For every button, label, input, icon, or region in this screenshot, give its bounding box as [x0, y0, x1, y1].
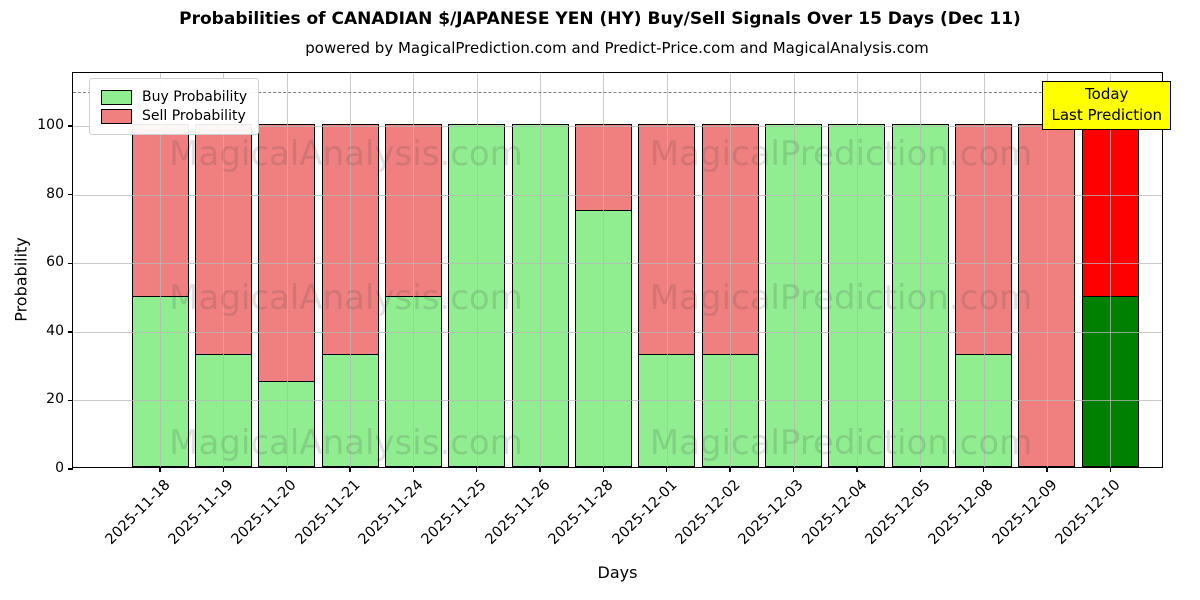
grid-line-vertical [223, 73, 225, 467]
y-axis-label: Probability [11, 237, 31, 322]
plot-area: Buy Probability Sell Probability Today L… [37, 72, 1171, 548]
x-tick-label: 2025-11-18 [102, 477, 174, 548]
watermark-text: MagicalPrediction.com [649, 134, 1033, 174]
x-tick-label: 2025-11-20 [229, 477, 301, 548]
y-tick-label: 100 [37, 117, 64, 134]
x-tick-label: 2025-11-21 [292, 477, 364, 548]
y-tick-mark [68, 262, 73, 264]
grid-line-vertical [920, 73, 922, 467]
grid-line-vertical [1046, 73, 1048, 467]
x-tick-mark [919, 467, 921, 472]
threshold-dashed-line [73, 91, 1162, 93]
x-tick-mark [982, 467, 985, 472]
x-tick-mark [729, 467, 731, 472]
legend-item-buy: Buy Probability [101, 89, 247, 105]
buy-swatch-icon [101, 89, 132, 105]
x-tick-mark [159, 467, 161, 472]
grid-line-vertical [413, 73, 415, 467]
legend: Buy Probability Sell Probability [89, 78, 260, 135]
y-tick-mark [68, 468, 73, 470]
watermark-text: MagicalAnalysis.com [169, 278, 523, 318]
grid-line-vertical [666, 73, 668, 467]
grid-line-horizontal [73, 331, 1162, 333]
x-tick-label: 2025-12-09 [989, 477, 1061, 548]
grid-line-vertical [983, 73, 985, 467]
x-tick-mark [792, 467, 795, 472]
chart-title: Probabilities of CANADIAN $/JAPANESE YEN… [179, 9, 1021, 29]
grid-line-vertical [540, 73, 542, 467]
y-tick-label: 80 [46, 185, 64, 202]
x-tick-label: 2025-11-25 [419, 477, 491, 548]
x-tick-label: 2025-12-01 [609, 477, 681, 548]
x-tick-mark [286, 467, 288, 472]
annotation-line1: Today [1085, 85, 1129, 103]
x-tick-mark [222, 467, 225, 472]
legend-sell-label: Sell Probability [142, 108, 246, 124]
grid-line-vertical [730, 73, 732, 467]
y-tick-label: 60 [46, 254, 64, 271]
x-tick-label: 2025-12-10 [1052, 477, 1124, 548]
grid-line-vertical [856, 73, 858, 467]
y-tick-mark [68, 194, 73, 196]
x-tick-label: 2025-11-28 [545, 477, 617, 548]
legend-item-sell: Sell Probability [101, 108, 247, 124]
grid-line-vertical [476, 73, 478, 467]
chart-subtitle: powered by MagicalPrediction.com and Pre… [305, 39, 929, 57]
x-tick-label: 2025-12-08 [925, 477, 997, 548]
x-tick-mark [602, 467, 605, 472]
grid-line-horizontal [73, 263, 1162, 265]
x-tick-label: 2025-11-19 [165, 477, 237, 548]
y-tick-label: 40 [46, 323, 64, 340]
y-tick-label: 20 [46, 391, 64, 408]
watermark-text: MagicalPrediction.com [649, 278, 1033, 318]
grid-line-vertical [286, 73, 288, 467]
today-annotation-box: Today Last Prediction [1042, 81, 1171, 130]
y-tick-mark [68, 399, 73, 402]
x-tick-mark [349, 467, 351, 472]
x-tick-mark [476, 467, 478, 472]
x-tick-mark [412, 467, 415, 472]
watermark-text: MagicalAnalysis.com [169, 134, 523, 174]
grid-line-vertical [603, 73, 605, 467]
x-tick-mark [666, 467, 668, 472]
y-tick-label: 0 [55, 460, 64, 477]
x-tick-label: 2025-12-05 [862, 477, 934, 548]
y-tick-mark [68, 125, 73, 127]
x-axis-label: Days [597, 563, 638, 582]
x-tick-mark [856, 467, 858, 472]
grid-line-horizontal [73, 400, 1162, 402]
legend-buy-label: Buy Probability [142, 89, 248, 105]
grid-line-vertical [793, 73, 795, 467]
watermark-text: MagicalPrediction.com [649, 423, 1033, 463]
x-tick-label: 2025-12-03 [735, 477, 807, 548]
grid-line-vertical [1110, 73, 1112, 467]
watermark-text: MagicalAnalysis.com [169, 423, 523, 463]
y-tick-mark [68, 331, 73, 333]
x-tick-label: 2025-11-24 [355, 477, 427, 548]
grid-line-vertical [350, 73, 352, 467]
grid-line-vertical [160, 73, 161, 467]
x-tick-mark [1046, 467, 1048, 472]
sell-swatch-icon [101, 108, 132, 124]
x-tick-label: 2025-12-02 [672, 477, 744, 548]
x-tick-mark [1109, 467, 1111, 472]
x-tick-mark [539, 467, 541, 472]
grid-line-horizontal [73, 194, 1162, 196]
annotation-line2: Last Prediction [1051, 106, 1162, 125]
x-tick-label: 2025-11-26 [482, 477, 554, 548]
grid-line-horizontal [73, 126, 1162, 128]
x-tick-label: 2025-12-04 [799, 477, 871, 548]
